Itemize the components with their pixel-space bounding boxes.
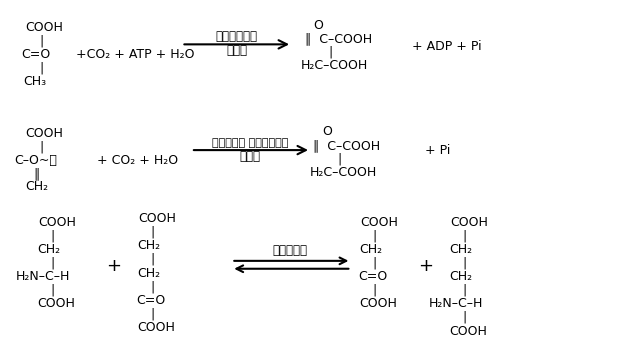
Text: C–O~ⓟ: C–O~ⓟ [14, 154, 57, 167]
Text: COOH: COOH [38, 297, 75, 310]
Text: +CO₂ + ATP + H₂O: +CO₂ + ATP + H₂O [76, 48, 194, 61]
Text: |: | [462, 229, 467, 242]
Text: H₂N–C–H: H₂N–C–H [428, 297, 483, 310]
Text: COOH: COOH [138, 321, 175, 334]
Text: +: + [419, 257, 433, 275]
Text: + ADP + Pi: + ADP + Pi [412, 40, 482, 53]
Text: |: | [150, 308, 155, 320]
Text: COOH: COOH [25, 21, 64, 34]
Text: C=O: C=O [136, 294, 165, 307]
Text: O: O [322, 125, 332, 138]
Text: 谷草转氨醂: 谷草转氨醂 [273, 244, 308, 257]
Text: COOH: COOH [25, 127, 64, 140]
Text: |: | [51, 229, 55, 242]
Text: COOH: COOH [449, 325, 487, 338]
Text: COOH: COOH [138, 212, 176, 225]
Text: + Pi: + Pi [425, 144, 450, 157]
Text: |: | [39, 62, 44, 75]
Text: 生物素: 生物素 [240, 150, 261, 163]
Text: 磷酸烯醂式 丙逡酸羞化醂: 磷酸烯醂式 丙逡酸羞化醂 [212, 138, 289, 147]
Text: ∥  C–COOH: ∥ C–COOH [313, 139, 380, 152]
Text: H₂N–C–H: H₂N–C–H [15, 270, 70, 283]
Text: CH₂: CH₂ [38, 243, 61, 256]
Text: |: | [51, 257, 55, 269]
Text: C=O: C=O [358, 270, 387, 283]
Text: 丙逡酸羞化醂: 丙逡酸羞化醂 [215, 30, 257, 43]
Text: CH₂: CH₂ [138, 239, 161, 252]
Text: ∥: ∥ [33, 167, 39, 180]
Text: |: | [373, 257, 377, 269]
Text: + CO₂ + H₂O: + CO₂ + H₂O [97, 154, 178, 167]
Text: +: + [106, 257, 122, 275]
Text: |: | [373, 229, 377, 242]
Text: H₂C–COOH: H₂C–COOH [301, 59, 368, 72]
Text: |: | [51, 284, 55, 297]
Text: C=O: C=O [22, 48, 51, 61]
Text: |: | [329, 46, 333, 59]
Text: COOH: COOH [450, 215, 488, 229]
Text: CH₂: CH₂ [359, 243, 383, 256]
Text: CH₂: CH₂ [138, 266, 161, 280]
Text: |: | [150, 280, 155, 293]
Text: H₂C–COOH: H₂C–COOH [310, 166, 377, 179]
Text: |: | [39, 35, 44, 48]
Text: O: O [313, 19, 324, 32]
Text: |: | [462, 257, 467, 269]
Text: |: | [39, 141, 44, 154]
Text: |: | [150, 226, 155, 239]
Text: |: | [462, 311, 467, 324]
Text: 生物素: 生物素 [226, 44, 247, 57]
Text: |: | [338, 153, 341, 166]
Text: |: | [150, 253, 155, 266]
Text: CH₂: CH₂ [25, 180, 48, 193]
Text: CH₂: CH₂ [449, 243, 472, 256]
Text: CH₂: CH₂ [449, 270, 472, 283]
Text: COOH: COOH [38, 215, 76, 229]
Text: CH₃: CH₃ [24, 75, 47, 88]
Text: ∥  C–COOH: ∥ C–COOH [304, 32, 372, 45]
Text: |: | [373, 284, 377, 297]
Text: COOH: COOH [360, 215, 398, 229]
Text: |: | [462, 284, 467, 297]
Text: COOH: COOH [359, 297, 397, 310]
